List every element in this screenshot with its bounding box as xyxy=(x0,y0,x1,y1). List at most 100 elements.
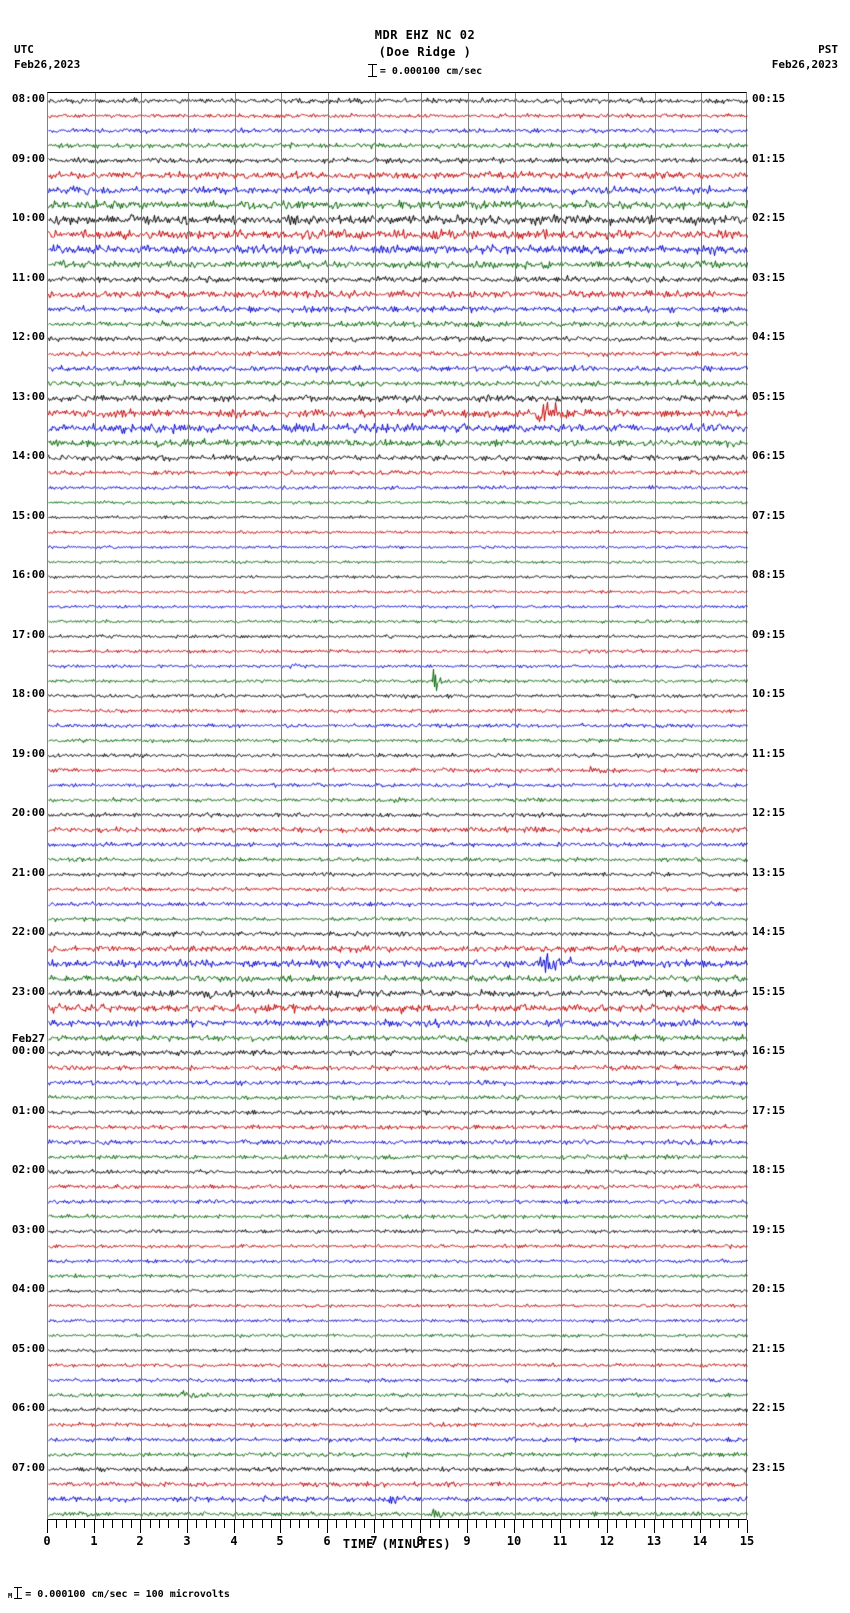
x-axis-tick-label: 12 xyxy=(599,1534,615,1548)
x-tick-minor xyxy=(56,1520,57,1528)
x-tick-minor xyxy=(504,1520,505,1528)
x-tick-minor xyxy=(663,1520,664,1528)
footer-text: = 0.000100 cm/sec = 100 microvolts xyxy=(25,1589,230,1600)
x-axis-tick-label: 6 xyxy=(323,1534,331,1548)
x-axis-tick-label: 2 xyxy=(136,1534,144,1548)
pst-hour-label-1915: 19:15 xyxy=(752,1222,786,1236)
x-tick-minor xyxy=(383,1520,384,1528)
station-title: MDR EHZ NC 02 xyxy=(374,28,476,42)
pst-hour-label-1615: 16:15 xyxy=(752,1044,786,1058)
pst-hour-label-1515: 15:15 xyxy=(752,984,786,998)
x-tick-major xyxy=(187,1520,188,1533)
utc-hour-label-0600: 06:00 xyxy=(11,1401,45,1415)
utc-hour-label-1100: 11:00 xyxy=(11,270,45,284)
x-axis-tick-label: 1 xyxy=(90,1534,98,1548)
vertical-gridline xyxy=(421,93,422,1519)
x-tick-minor xyxy=(439,1520,440,1528)
pst-hour-label-0115: 01:15 xyxy=(752,151,786,165)
utc-hour-label-0200: 02:00 xyxy=(11,1163,45,1177)
utc-hour-label-0700: 07:00 xyxy=(11,1460,45,1474)
pst-hour-label-0915: 09:15 xyxy=(752,627,786,641)
x-tick-minor xyxy=(196,1520,197,1528)
x-tick-major xyxy=(374,1520,375,1533)
x-axis-ticks: 0 1 2 3 4 5 6 7 8 9 10 11 12 13 14 15 xyxy=(43,1520,754,1548)
x-tick-minor xyxy=(206,1520,207,1528)
x-tick-minor xyxy=(644,1520,645,1528)
pst-hour-label-1215: 12:15 xyxy=(752,806,786,820)
x-tick-minor xyxy=(112,1520,113,1528)
x-tick-minor xyxy=(691,1520,692,1528)
x-tick-major xyxy=(47,1520,48,1533)
x-tick-minor xyxy=(626,1520,627,1528)
x-tick-major xyxy=(747,1520,748,1533)
pst-hour-label-0715: 07:15 xyxy=(752,508,786,522)
x-tick-minor xyxy=(318,1520,319,1528)
x-tick-minor xyxy=(579,1520,580,1528)
x-tick-minor xyxy=(719,1520,720,1528)
footer-amplitude-icon xyxy=(14,1587,23,1599)
x-tick-minor xyxy=(271,1520,272,1528)
pst-tz-label: PST xyxy=(818,43,838,56)
pst-hour-label-2315: 23:15 xyxy=(752,1460,786,1474)
x-tick-minor xyxy=(252,1520,253,1528)
utc-hour-label-0300: 03:00 xyxy=(11,1222,45,1236)
footer-scale-note: M = 0.000100 cm/sec = 100 microvolts xyxy=(8,1587,230,1600)
utc-hour-label-1300: 13:00 xyxy=(11,389,45,403)
utc-hour-label-0500: 05:00 xyxy=(11,1341,45,1355)
x-axis-tick-label: 5 xyxy=(276,1534,284,1548)
seismic-trace-canvas xyxy=(48,93,748,1521)
vertical-gridline xyxy=(235,93,236,1519)
x-tick-minor xyxy=(682,1520,683,1528)
pst-hour-label-0515: 05:15 xyxy=(752,389,786,403)
x-tick-minor xyxy=(243,1520,244,1528)
x-tick-minor xyxy=(122,1520,123,1528)
pst-hour-label-0015: 00:15 xyxy=(752,92,786,106)
x-tick-minor xyxy=(346,1520,347,1528)
x-tick-minor xyxy=(542,1520,543,1528)
x-tick-minor xyxy=(430,1520,431,1528)
pst-hour-label-0215: 02:15 xyxy=(752,211,786,225)
utc-hour-label-1200: 12:00 xyxy=(11,330,45,344)
x-tick-minor xyxy=(75,1520,76,1528)
pst-hour-label-1015: 10:15 xyxy=(752,687,786,701)
pst-hour-label-1315: 13:15 xyxy=(752,865,786,879)
x-tick-major xyxy=(654,1520,655,1533)
x-tick-minor xyxy=(598,1520,599,1528)
utc-hour-label-1800: 18:00 xyxy=(11,687,45,701)
x-axis-tick-label: 3 xyxy=(183,1534,191,1548)
x-tick-minor xyxy=(178,1520,179,1528)
x-tick-minor xyxy=(551,1520,552,1528)
x-axis-tick-label: 13 xyxy=(646,1534,662,1548)
x-tick-minor xyxy=(588,1520,589,1528)
utc-hour-label-1500: 15:00 xyxy=(11,508,45,522)
x-tick-major xyxy=(514,1520,515,1533)
x-tick-minor xyxy=(448,1520,449,1528)
vertical-gridline xyxy=(561,93,562,1519)
x-tick-minor xyxy=(355,1520,356,1528)
x-tick-minor xyxy=(532,1520,533,1528)
pst-hour-label-1715: 17:15 xyxy=(752,1103,786,1117)
vertical-gridline xyxy=(95,93,96,1519)
utc-hour-label-2200: 22:00 xyxy=(11,925,45,939)
x-tick-major xyxy=(234,1520,235,1533)
x-tick-minor xyxy=(66,1520,67,1528)
x-tick-major xyxy=(560,1520,561,1533)
x-tick-major xyxy=(94,1520,95,1533)
utc-hour-label-0100: 01:00 xyxy=(11,1103,45,1117)
x-tick-major xyxy=(420,1520,421,1533)
x-tick-major xyxy=(140,1520,141,1533)
vertical-gridline xyxy=(701,93,702,1519)
x-axis-title: TIME (MINUTES) xyxy=(342,1537,452,1551)
scale-bar-row: = 0.000100 cm/sec xyxy=(0,64,850,77)
x-tick-minor xyxy=(738,1520,739,1528)
pst-hour-label-0815: 08:15 xyxy=(752,568,786,582)
utc-date-label: Feb26,2023 xyxy=(14,58,81,71)
utc-hour-label-1700: 17:00 xyxy=(11,627,45,641)
vertical-gridline xyxy=(655,93,656,1519)
x-tick-minor xyxy=(336,1520,337,1528)
x-tick-minor xyxy=(672,1520,673,1528)
x-tick-minor xyxy=(402,1520,403,1528)
utc-hour-label-0400: 04:00 xyxy=(11,1282,45,1296)
x-tick-minor xyxy=(224,1520,225,1528)
pst-hour-label-0615: 06:15 xyxy=(752,449,786,463)
